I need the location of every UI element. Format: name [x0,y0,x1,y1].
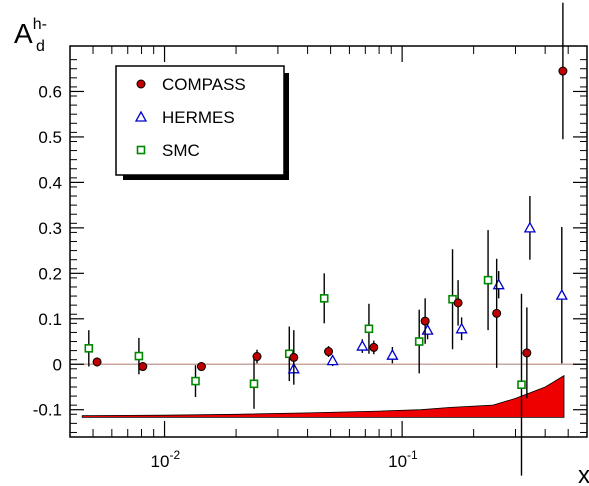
x-tick-label: 10-1 [388,448,418,471]
legend-marker-hermes [134,110,148,122]
y-tick-label: 0.4 [38,173,62,192]
compass-marker [196,362,206,372]
smc-point [414,309,424,374]
smc-point [364,303,374,354]
compass-point [138,361,148,372]
smc-point [319,273,329,324]
compass-point [492,258,502,368]
compass-point [558,2,568,140]
smc-point [84,330,94,367]
systematic-error-band [81,374,565,418]
compass-marker [522,348,532,358]
y-axis-title-subscript: d [36,38,45,55]
smc-marker [84,344,94,353]
compass-marker [492,308,502,318]
y-tick-label: 0 [53,355,62,374]
y-tick-label: -0.1 [33,401,62,420]
y-axis-title: Ah-d [14,16,47,55]
compass-marker [369,342,379,352]
smc-marker [364,324,374,334]
compass-point [196,361,206,372]
compass-marker [289,352,299,362]
compass-point [453,280,463,326]
y-tick-label: 0.2 [38,264,62,283]
compass-marker [420,316,430,326]
smc-point [483,230,493,331]
legend-entry-hermes: HERMES [134,108,235,127]
smc-point [249,358,259,409]
hermes-marker [492,278,505,290]
smc-marker [319,294,329,303]
legend-entry-smc: SMC [136,141,200,160]
smc-marker [191,376,200,386]
compass-point [324,346,334,357]
compass-marker [138,362,148,372]
hermes-point [455,317,468,341]
legend: COMPASS HERMES SMC [115,65,289,180]
ticks-layer: -0.1 0 0.1 0.2 0.3 0.4 0.5 0.6 10-2 10-1 [33,46,587,471]
compass-point [522,307,532,399]
compass-point [252,349,262,364]
hermes-marker [421,323,434,335]
compass-marker [324,347,334,357]
smc-marker [249,379,259,389]
hermes-point [555,226,568,364]
smc-marker [483,275,493,285]
smc-marker [414,337,424,346]
hermes-marker [555,288,568,300]
legend-marker-compass [136,79,146,89]
legend-label-compass: COMPASS [162,75,246,94]
hermes-marker [523,221,537,233]
hermes-marker [455,322,468,334]
hermes-point [523,196,537,260]
compass-marker [558,66,568,76]
y-tick-label: 0.6 [38,82,62,101]
y-tick-label: 0.1 [38,310,62,329]
smc-point [517,293,526,476]
y-tick-label: 0.3 [38,219,62,238]
hermes-point [492,271,505,299]
x-tick-label: 10-2 [151,448,181,471]
compass-point [92,357,102,367]
compass-point [369,340,379,355]
smc-point [191,365,200,397]
compass-point [420,298,430,344]
hermes-marker [326,354,339,366]
smc-marker [517,380,526,390]
hermes-point [356,339,369,353]
smc-point [448,249,457,350]
compass-marker [252,352,262,362]
legend-entries: COMPASS HERMES SMC [134,75,246,160]
compass-marker [92,357,102,367]
hermes-marker [356,339,369,351]
legend-marker-smc [136,145,146,155]
x-axis-title: x [578,462,589,486]
hermes-point [386,346,399,364]
legend-entry-compass: COMPASS [136,75,246,94]
legend-label-hermes: HERMES [162,108,235,127]
data-points-layer [84,2,568,476]
hermes-marker [386,348,399,360]
smc-marker [134,351,144,361]
compass-marker [453,298,463,308]
y-axis-title-superscript: h- [33,16,47,33]
compass-point [289,330,299,385]
legend-label-smc: SMC [162,141,200,160]
y-axis-title-main: A [14,18,33,49]
hermes-point [326,354,339,367]
systematic-band-layer [81,374,565,418]
y-tick-label: 0.5 [38,128,62,147]
